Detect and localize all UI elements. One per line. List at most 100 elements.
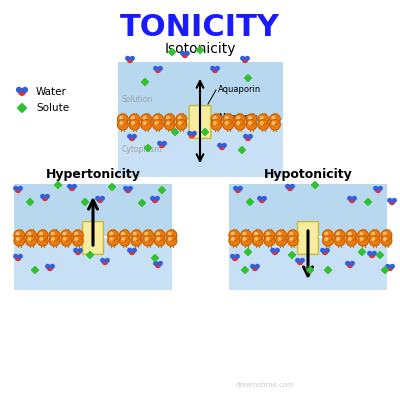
Circle shape [101,258,104,262]
Circle shape [40,238,42,240]
Circle shape [182,52,188,58]
Circle shape [244,134,248,138]
Circle shape [128,186,132,190]
Circle shape [229,230,240,241]
Circle shape [370,235,380,246]
Circle shape [212,68,218,72]
Circle shape [381,230,392,241]
Text: Cytoplasm: Cytoplasm [122,146,162,154]
Circle shape [16,238,19,240]
Circle shape [162,142,166,145]
Circle shape [236,254,239,258]
Circle shape [52,232,54,235]
Circle shape [145,238,148,240]
Circle shape [158,142,162,145]
Circle shape [276,230,286,241]
Circle shape [252,266,258,270]
Circle shape [278,232,281,235]
Circle shape [231,232,234,235]
Circle shape [167,116,169,119]
Circle shape [18,186,22,190]
Circle shape [167,122,169,124]
Text: Membrane: Membrane [218,114,263,122]
Polygon shape [168,48,176,56]
Circle shape [266,238,269,240]
Circle shape [229,235,240,246]
Circle shape [264,235,275,246]
Circle shape [155,122,158,124]
Circle shape [28,238,31,240]
Circle shape [38,230,48,241]
Circle shape [271,248,274,252]
Circle shape [72,184,76,188]
Circle shape [255,232,258,235]
Circle shape [346,235,357,246]
Circle shape [132,122,134,124]
Text: Hypotonicity: Hypotonicity [264,168,352,181]
Circle shape [134,232,136,235]
Circle shape [110,238,113,240]
Circle shape [46,194,49,198]
Circle shape [334,230,345,241]
Circle shape [119,235,130,246]
Circle shape [153,119,163,130]
Polygon shape [244,248,252,256]
Circle shape [176,114,187,125]
Circle shape [98,198,102,202]
Circle shape [129,119,140,130]
Polygon shape [158,186,166,194]
Circle shape [241,235,251,246]
Circle shape [108,230,118,241]
Polygon shape [32,266,38,274]
Circle shape [120,122,122,124]
Circle shape [108,235,118,246]
Circle shape [75,238,78,240]
Circle shape [74,248,78,252]
Circle shape [110,232,113,235]
Circle shape [126,56,130,60]
Circle shape [122,232,124,235]
Circle shape [252,235,263,246]
Polygon shape [242,266,248,274]
Circle shape [262,196,266,200]
Text: dreamstime.com: dreamstime.com [236,382,294,388]
Circle shape [236,188,240,192]
Circle shape [164,114,175,125]
Circle shape [61,230,72,241]
Circle shape [386,264,390,268]
Circle shape [238,186,242,190]
Circle shape [166,230,177,241]
Circle shape [154,66,158,70]
Circle shape [49,235,60,246]
Circle shape [258,196,262,200]
Circle shape [192,132,196,135]
Circle shape [154,230,165,241]
Circle shape [288,230,298,241]
Polygon shape [108,184,116,190]
Text: Hypertonicity: Hypertonicity [46,168,140,181]
Circle shape [296,258,300,262]
Circle shape [129,114,140,125]
Circle shape [337,232,339,235]
Polygon shape [358,248,366,256]
Circle shape [143,116,146,119]
Circle shape [122,238,124,240]
Circle shape [17,88,21,92]
Circle shape [100,196,104,200]
Circle shape [70,186,74,190]
Circle shape [390,200,394,204]
Circle shape [388,198,392,202]
Circle shape [68,184,72,188]
Polygon shape [382,266,388,274]
Polygon shape [324,266,332,274]
Polygon shape [26,198,34,206]
Circle shape [246,119,257,130]
Polygon shape [202,128,208,136]
Circle shape [158,262,162,265]
Circle shape [300,258,304,262]
Polygon shape [54,182,62,188]
Circle shape [164,119,175,130]
FancyBboxPatch shape [82,222,104,254]
Circle shape [325,238,328,240]
Circle shape [214,122,216,124]
